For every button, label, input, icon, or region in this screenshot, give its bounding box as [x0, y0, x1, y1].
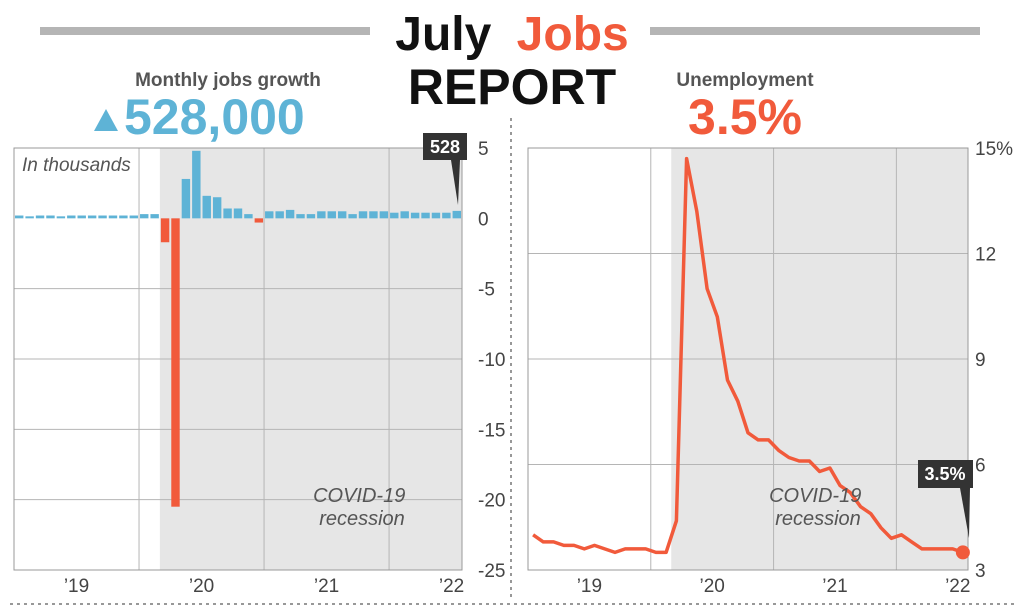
jobs-x-tick-label: ’19 — [64, 576, 89, 597]
jobs-bar — [358, 211, 368, 219]
jobs-bar — [317, 211, 326, 219]
jobs-bar — [35, 215, 45, 219]
unemployment-x-tick-label: ’21 — [822, 576, 847, 597]
jobs-bar — [15, 215, 24, 219]
jobs-bar — [400, 211, 409, 219]
jobs-x-tick-label: ’22 — [439, 576, 464, 597]
unemployment-callout-label: 3.5% — [924, 464, 965, 484]
unemployment-latest-point — [955, 545, 970, 560]
unemployment-x-tick-label: ’19 — [577, 576, 602, 597]
jobs-y-tick-label: -20 — [478, 491, 505, 512]
jobs-bar — [150, 214, 159, 219]
jobs-bar — [442, 212, 451, 219]
header-rule-left — [40, 27, 370, 35]
unemployment-recession-label-line-1: COVID-19 — [769, 485, 861, 507]
header-rule-right — [650, 27, 980, 35]
jobs-bar — [160, 218, 170, 243]
unemployment-chart: 15% 12 9 6 3 ’19 ’20 ’21 ’22 COVID-19 recession… — [527, 139, 1013, 597]
jobs-bar — [254, 218, 264, 223]
jobs-bar — [140, 214, 149, 219]
jobs-growth-value: 528,000 — [124, 89, 305, 145]
jobs-bar — [265, 211, 274, 219]
jobs-bar — [77, 215, 86, 219]
unemployment-callout-pointer — [960, 488, 970, 538]
jobs-bar — [327, 211, 336, 219]
jobs-chart-subtitle: In thousands — [22, 155, 131, 176]
jobs-y-tick-label: -5 — [478, 280, 495, 301]
jobs-recession-label-line-1: COVID-19 — [313, 485, 405, 507]
unemployment-y-tick-label: 15% — [975, 139, 1013, 160]
title-line-1: July Jobs — [395, 8, 628, 61]
jobs-bar — [87, 215, 97, 219]
unemployment-plot-frame — [527, 147, 969, 571]
jobs-bar — [452, 210, 461, 219]
jobs-bar — [129, 215, 139, 219]
jobs-y-tick-label: -15 — [478, 420, 505, 441]
jobs-bar — [348, 214, 357, 219]
jobs-bar — [202, 195, 211, 219]
jobs-x-tick-label: ’20 — [189, 576, 214, 597]
jobs-bar — [108, 215, 118, 219]
jobs-bar — [98, 215, 107, 219]
jobs-callout: 528 — [423, 133, 467, 205]
jobs-bar — [192, 150, 201, 219]
title-word-jobs: Jobs — [517, 8, 629, 61]
unemployment-y-tick-label: 6 — [975, 456, 986, 477]
jobs-y-tick-label: -10 — [478, 350, 505, 371]
unemployment-label: Unemployment — [676, 70, 814, 91]
jobs-bar — [306, 214, 316, 219]
jobs-bar — [431, 212, 441, 219]
unemployment-callout-box — [918, 460, 973, 488]
jobs-bar — [390, 212, 399, 219]
jobs-bar — [369, 211, 378, 219]
jobs-bar — [25, 216, 34, 219]
unemployment-value: 3.5% — [688, 89, 802, 145]
jobs-bar — [233, 208, 243, 219]
jobs-bar — [275, 211, 284, 219]
unemployment-callout: 3.5% — [918, 460, 973, 538]
jobs-bar — [337, 211, 347, 219]
jobs-bar — [181, 178, 191, 219]
jobs-x-tick-label: ’21 — [314, 576, 339, 597]
jobs-y-tick-label: 0 — [478, 209, 489, 230]
jobs-bar — [421, 212, 430, 219]
jobs-bar — [46, 215, 55, 219]
jobs-plot-frame — [13, 147, 463, 571]
unemployment-y-tick-label: 12 — [975, 245, 996, 266]
unemployment-y-tick-label: 3 — [975, 561, 986, 582]
unemployment-x-tick-label: ’22 — [945, 576, 970, 597]
unemployment-recession-label: COVID-19 recession — [769, 485, 867, 530]
jobs-recession-label-line-2: recession — [319, 508, 405, 530]
unemployment-y-tick-label: 9 — [975, 350, 986, 371]
jobs-bar — [285, 209, 295, 219]
jobs-recession-label: COVID-19 recession — [313, 485, 411, 530]
jobs-callout-pointer — [451, 160, 460, 205]
jobs-bar — [56, 216, 66, 219]
jobs-bar — [379, 211, 389, 219]
jobs-y-tick-label: 5 — [478, 139, 489, 160]
jobs-y-tick-label: -25 — [478, 561, 505, 582]
jobs-bar — [410, 212, 420, 219]
up-triangle-icon — [94, 109, 118, 131]
jobs-growth-chart: 5 0 -5 -10 -15 -20 -25 ’19 ’20 ’21 ’22 In thousan… — [13, 133, 505, 597]
jobs-bar — [296, 214, 305, 219]
jobs-bar — [244, 214, 253, 219]
title-word-july: July — [395, 8, 491, 61]
jobs-bar — [171, 218, 180, 507]
jobs-bar — [119, 215, 128, 219]
jobs-bar — [212, 197, 222, 219]
title-line-2: REPORT — [408, 59, 616, 115]
unemployment-x-tick-label: ’20 — [700, 576, 725, 597]
jobs-callout-box — [423, 133, 467, 160]
jobs-bar — [223, 208, 232, 219]
jobs-callout-label: 528 — [430, 137, 460, 157]
unemployment-line — [532, 156, 964, 555]
unemployment-recession-label-line-2: recession — [775, 508, 861, 530]
jobs-bar — [67, 215, 76, 219]
jobs-growth-label: Monthly jobs growth — [135, 70, 321, 91]
